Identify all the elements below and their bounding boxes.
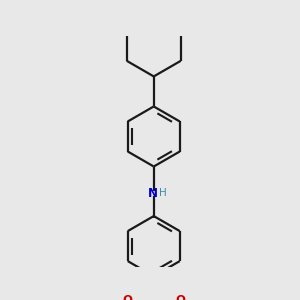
Text: H: H: [159, 188, 167, 198]
Text: O: O: [122, 293, 132, 300]
Text: N: N: [148, 188, 158, 200]
Text: O: O: [175, 293, 185, 300]
